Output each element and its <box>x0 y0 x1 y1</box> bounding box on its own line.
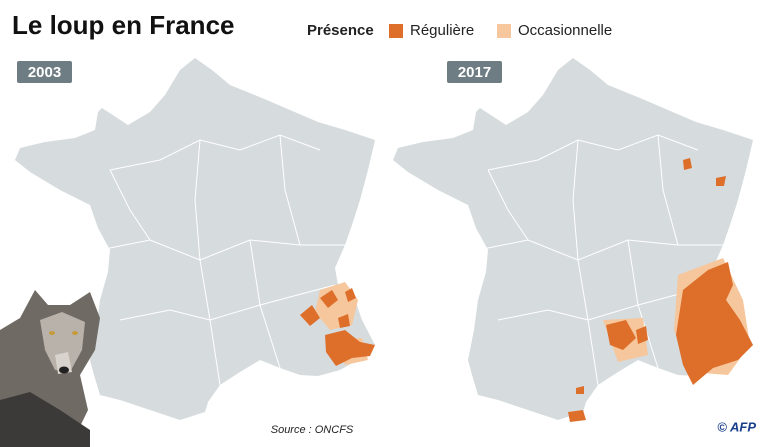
title: Le loup en France <box>12 10 235 40</box>
year-label: 2017 <box>458 64 491 81</box>
legend-label: Régulière <box>410 22 474 39</box>
map-2017: 2017 <box>393 58 753 422</box>
legend-swatch <box>389 24 403 38</box>
source: Source : ONCFS <box>271 424 354 436</box>
wolf-illustration <box>0 290 100 447</box>
legend-label: Occasionnelle <box>518 22 612 39</box>
year-label: 2003 <box>28 64 61 81</box>
legend-title: Présence <box>307 22 374 39</box>
legend-swatch <box>497 24 511 38</box>
credit: © AFP <box>717 419 756 434</box>
map-2003: 2003 <box>15 58 375 420</box>
